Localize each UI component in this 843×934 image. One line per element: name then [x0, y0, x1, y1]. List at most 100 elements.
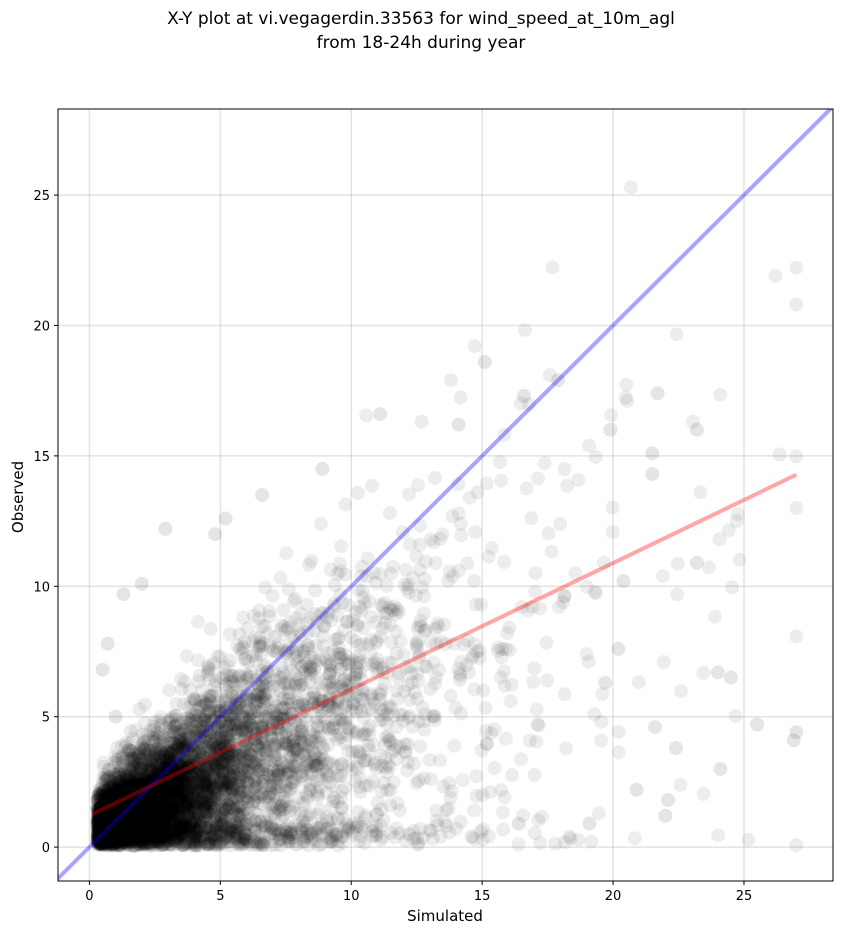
chart-title-line-1: X-Y plot at vi.vegagerdin.33563 for wind… — [167, 9, 675, 29]
scatter-point — [114, 816, 128, 830]
scatter-point — [533, 835, 548, 850]
scatter-point — [203, 734, 218, 748]
scatter-point — [175, 813, 190, 827]
scatter-point — [172, 826, 187, 841]
scatter-point — [228, 732, 243, 747]
scatter-point — [298, 787, 313, 802]
scatter-point — [160, 783, 175, 798]
scatter-point — [118, 791, 133, 806]
scatter-point — [108, 836, 123, 851]
scatter-point — [148, 813, 163, 828]
scatter-point — [118, 793, 133, 808]
scatter-point — [249, 676, 263, 691]
scatter-point — [110, 823, 125, 838]
scatter-point — [183, 818, 198, 833]
scatter-point — [236, 832, 251, 847]
scatter-point — [102, 797, 117, 812]
scatter-point — [304, 553, 319, 568]
scatter-point — [127, 832, 142, 847]
scatter-point — [98, 789, 113, 804]
scatter-point — [605, 525, 620, 539]
scatter-point — [104, 837, 119, 852]
scatter-point — [125, 811, 140, 826]
scatter-point — [265, 588, 280, 603]
scatter-point — [297, 665, 311, 680]
scatter-point — [139, 807, 154, 822]
scatter-point — [117, 786, 132, 801]
scatter-point — [341, 657, 356, 672]
scatter-point — [95, 823, 110, 838]
scatter-point — [229, 819, 244, 834]
scatter-point — [286, 629, 301, 644]
scatter-point — [167, 801, 181, 816]
scatter-point — [180, 766, 195, 781]
scatter-point — [248, 630, 263, 645]
scatter-point — [673, 777, 688, 792]
scatter-point — [493, 455, 507, 469]
scatter-point — [223, 792, 238, 807]
scatter-point — [226, 796, 241, 811]
scatter-point — [686, 414, 700, 429]
scatter-point — [113, 822, 128, 837]
scatter-point — [286, 771, 301, 786]
scatter-point — [139, 798, 154, 813]
scatter-point — [143, 762, 158, 777]
scatter-point — [272, 768, 287, 782]
scatter-point — [422, 753, 437, 768]
scatter-point — [134, 780, 149, 795]
scatter-point — [196, 750, 211, 765]
scatter-point — [211, 836, 226, 851]
scatter-point — [359, 408, 374, 423]
scatter-point — [138, 753, 153, 768]
scatter-point — [481, 549, 496, 564]
scatter-point — [155, 749, 170, 763]
scatter-point — [127, 752, 141, 766]
scatter-point — [417, 571, 432, 586]
scatter-point — [300, 829, 315, 844]
scatter-point — [138, 828, 153, 842]
scatter-point — [154, 802, 168, 817]
scatter-point — [497, 554, 512, 569]
scatter-point — [101, 833, 116, 847]
scatter-point — [258, 744, 273, 759]
scatter-point — [134, 766, 149, 781]
scatter-point — [150, 809, 165, 823]
scatter-point — [269, 709, 284, 724]
scatter-point — [527, 661, 542, 676]
scatter-point — [229, 697, 244, 712]
scatter-point — [144, 801, 159, 816]
scatter-point — [205, 814, 220, 829]
scatter-point — [138, 756, 153, 770]
scatter-point — [160, 816, 175, 831]
scatter-point — [150, 830, 165, 845]
scatter-point — [557, 687, 572, 702]
scatter-point — [143, 804, 158, 819]
scatter-point — [153, 820, 168, 835]
scatter-point — [91, 820, 106, 835]
scatter-point — [221, 827, 236, 842]
scatter-point — [146, 823, 161, 838]
scatter-point — [524, 511, 539, 526]
scatter-point — [149, 815, 164, 830]
scatter-point — [149, 746, 164, 761]
scatter-point — [322, 720, 337, 735]
scatter-point — [260, 748, 275, 763]
scatter-point — [128, 829, 142, 844]
scatter-point — [288, 676, 303, 691]
scatter-point — [100, 822, 114, 837]
scatter-point — [376, 813, 391, 828]
scatter-point — [180, 807, 195, 822]
scatter-point — [146, 792, 161, 807]
scatter-point — [108, 817, 123, 832]
scatter-point — [408, 588, 423, 603]
scatter-point — [237, 742, 252, 757]
scatter-point — [713, 387, 728, 402]
scatter-point — [98, 797, 113, 812]
scatter-point — [557, 462, 572, 476]
scatter-point — [287, 778, 302, 793]
scatter-point — [118, 809, 133, 824]
scatter-point — [157, 808, 172, 823]
scatter-point — [154, 734, 169, 749]
scatter-point — [254, 836, 269, 851]
scatter-point — [152, 738, 167, 753]
